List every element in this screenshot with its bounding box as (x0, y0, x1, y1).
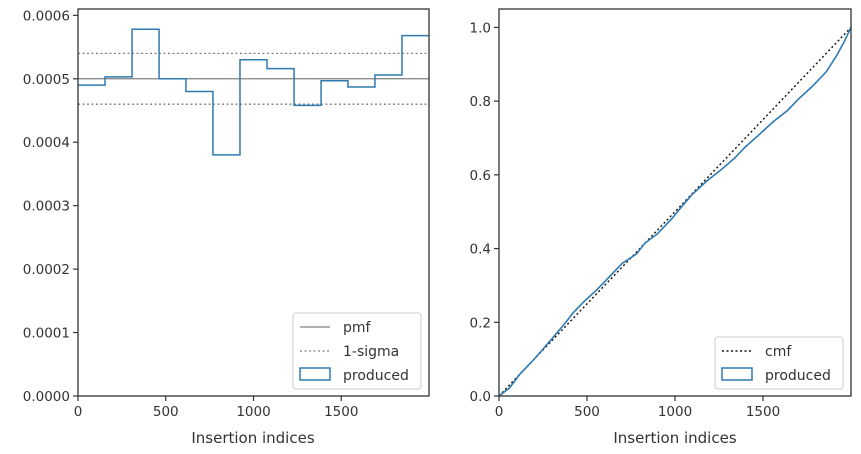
legend-produced-swatch (299, 367, 331, 381)
legend-produced-label-right: produced (765, 368, 831, 384)
left-ytick-label: 0.0006 (23, 8, 70, 24)
left-legend: pmf 1-sigma produced (292, 312, 422, 390)
left-ytick-label: 0.0005 (23, 72, 70, 88)
right-ytick-label: 0.6 (470, 168, 491, 184)
left-x-ticks: 0 500 1000 1500 (74, 396, 358, 420)
left-ytick-label: 0.0002 (23, 262, 70, 278)
cmf-line (498, 26, 852, 397)
right-ytick-label: 0.4 (470, 242, 491, 258)
right-panel-cmf: 0.0 0.2 0.4 0.6 0.8 1.0 0 500 1000 1500 Insertio… (470, 8, 852, 447)
left-legend-box (292, 312, 422, 390)
right-y-ticks: 0.0 0.2 0.4 0.6 0.8 1.0 (470, 20, 499, 405)
right-xtick-label: 1000 (658, 404, 692, 420)
legend-cmf-label: cmf (765, 344, 792, 360)
right-xtick-label: 500 (574, 404, 600, 420)
left-y-ticks: 0.0000 0.0001 0.0002 0.0003 0.0004 0.0005 0.00… (23, 8, 78, 405)
legend-sigma-label: 1-sigma (343, 344, 399, 360)
left-x-axis-label: Insertion indices (191, 429, 314, 447)
left-ytick-label: 0.0000 (23, 389, 70, 405)
left-xtick-label: 1000 (236, 404, 270, 420)
left-ytick-label: 0.0001 (23, 326, 70, 342)
right-xtick-label: 0 (495, 404, 504, 420)
produced-cumulative-series (498, 27, 852, 397)
right-ytick-label: 0.8 (470, 94, 491, 110)
right-ytick-label: 0.0 (470, 389, 491, 405)
right-x-ticks: 0 500 1000 1500 (495, 396, 780, 420)
legend-produced-label: produced (343, 368, 409, 384)
left-ytick-label: 0.0004 (23, 135, 70, 151)
legend-produced-swatch-right (721, 367, 753, 381)
left-xtick-label: 0 (74, 404, 83, 420)
left-panel-pmf-histogram: 0.0000 0.0001 0.0002 0.0003 0.0004 0.0005 0.00… (23, 8, 430, 447)
left-xtick-label: 1500 (324, 404, 358, 420)
produced-step-series (78, 28, 429, 156)
right-ytick-label: 1.0 (470, 20, 491, 36)
right-legend: cmf produced (714, 336, 844, 390)
left-ytick-label: 0.0003 (23, 199, 70, 215)
right-legend-box (714, 336, 844, 390)
right-xtick-label: 1500 (746, 404, 780, 420)
right-ytick-label: 0.2 (470, 315, 491, 331)
left-xtick-label: 500 (153, 404, 179, 420)
left-sigma-lines (78, 52, 429, 105)
right-x-axis-label: Insertion indices (613, 429, 736, 447)
legend-pmf-label: pmf (343, 320, 372, 336)
